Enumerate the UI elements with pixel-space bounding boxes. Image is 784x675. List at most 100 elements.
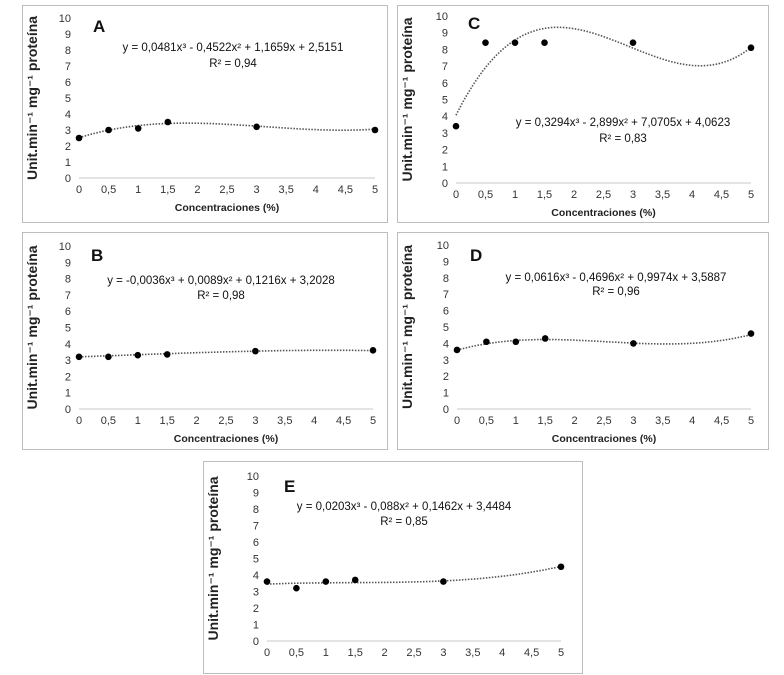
y-tick-label: 2 [65, 141, 71, 153]
y-tick-label: 4 [443, 338, 449, 350]
trend-equation: y = 0,3294x³ - 2,899x² + 7,0705x + 4,062… [516, 117, 731, 129]
data-point [747, 330, 755, 337]
x-tick-label: 1,5 [538, 415, 553, 427]
x-tick-label: 3 [254, 184, 260, 196]
x-tick-label: 4 [313, 184, 319, 196]
y-tick-label: 1 [443, 388, 449, 400]
data-point [293, 584, 300, 592]
chart-b: 0 1 2 3 4 5 6 7 8 9 10 0 0,5 1 1,5 2 2,5 3 3,5 4 4,5 5 Unit.mi… [24, 241, 377, 445]
data-point [453, 346, 461, 354]
data-point [351, 576, 359, 584]
data-point [371, 126, 379, 134]
x-tick-label: 1 [512, 189, 518, 201]
x-tick-label: 2 [572, 415, 578, 427]
x-tick-label: 2,5 [219, 184, 234, 196]
chart-e: 0 1 2 3 4 5 6 7 8 9 10 0 0,5 1 1,5 2 2,5 3 3,5 4 4,5 5 Unit.mi… [205, 471, 565, 659]
data-point [483, 338, 490, 346]
x-tick-label: 1,5 [160, 184, 175, 196]
trendline [455, 26, 752, 116]
y-tick-label: 7 [253, 521, 259, 533]
x-tick-label: 4,5 [524, 647, 539, 659]
data-point [629, 39, 637, 47]
x-tick-label: 4,5 [714, 189, 729, 201]
y-tick-label: 8 [443, 273, 449, 285]
y-tick-label: 10 [436, 11, 448, 23]
x-axis-label: Concentraciones (%) [551, 207, 655, 219]
y-tick-label: 9 [442, 28, 448, 40]
y-tick-label: 6 [65, 77, 71, 89]
panel-d: 0 1 2 3 4 5 6 7 8 9 10 0 0,5 1 1,5 2 2,5 3 3,5 4 4,5 5 Unit.mi… [397, 232, 769, 450]
data-point [134, 125, 142, 132]
r-squared: R² = 0,98 [197, 290, 245, 302]
x-tick-label: 1 [135, 415, 141, 427]
x-tick-label: 3,5 [655, 189, 670, 201]
r-squared: R² = 0,94 [209, 58, 257, 70]
x-tick-label: 3,5 [465, 647, 480, 659]
x-tick-label: 5 [748, 415, 754, 427]
x-tick-label: 0 [453, 189, 459, 201]
y-tick-label: 0 [65, 173, 71, 185]
trendline [266, 565, 562, 585]
r-squared: R² = 0,96 [592, 286, 640, 298]
y-axis-label: Unit.min⁻¹ mg⁻¹ proteína [24, 245, 40, 409]
panel-c: 0 1 2 3 4 5 6 7 8 9 10 0 0,5 1 1,5 2 2,5 3 3,5 4 4,5 5 Unit.mi… [397, 5, 769, 223]
y-tick-label: 8 [253, 504, 259, 516]
y-tick-label: 8 [65, 45, 71, 57]
x-tick-label: 2,5 [596, 415, 611, 427]
y-tick-label: 8 [65, 274, 71, 286]
data-point [482, 39, 489, 47]
x-tick-label: 4,5 [338, 184, 353, 196]
panel-e: 0 1 2 3 4 5 6 7 8 9 10 0 0,5 1 1,5 2 2,5 3 3,5 4 4,5 5 Unit.mi… [203, 461, 583, 674]
y-tick-label: 8 [442, 44, 448, 56]
y-tick-label: 5 [443, 322, 449, 334]
x-tick-label: 2 [194, 184, 200, 196]
y-tick-label: 5 [253, 554, 259, 566]
data-point [630, 340, 637, 347]
data-point [452, 122, 460, 130]
chart-c: 0 1 2 3 4 5 6 7 8 9 10 0 0,5 1 1,5 2 2,5 3 3,5 4 4,5 5 Unit.mi… [399, 11, 755, 219]
y-tick-label: 1 [65, 157, 71, 169]
x-tick-label: 1 [513, 415, 519, 427]
y-tick-label: 9 [253, 488, 259, 500]
x-tick-label: 1 [323, 647, 329, 659]
y-tick-label: 5 [442, 95, 448, 107]
x-tick-label: 4 [499, 647, 505, 659]
x-tick-label: 5 [558, 647, 564, 659]
panel-letter: E [284, 477, 295, 496]
y-tick-label: 10 [437, 240, 449, 252]
y-tick-label: 4 [65, 339, 71, 351]
data-point [511, 39, 519, 47]
x-axis-label: Concentraciones (%) [175, 202, 279, 214]
data-point [440, 578, 447, 585]
y-tick-label: 2 [65, 371, 71, 383]
r-squared: R² = 0,85 [380, 516, 428, 528]
panel-letter: D [470, 246, 482, 265]
x-tick-label: 3,5 [279, 184, 294, 196]
y-tick-label: 9 [443, 256, 449, 268]
data-point [105, 126, 112, 134]
y-tick-label: 0 [442, 178, 448, 190]
x-tick-label: 0,5 [478, 189, 493, 201]
x-tick-label: 0,5 [101, 184, 116, 196]
trendline [456, 333, 752, 351]
y-tick-label: 6 [443, 306, 449, 318]
data-point [541, 39, 548, 47]
trend-equation: y = 0,0616x³ - 0,4696x² + 0,9974x + 3,58… [506, 272, 727, 284]
y-axis-label: Unit.min⁻¹ mg⁻¹ proteína [205, 476, 221, 640]
x-tick-label: 2,5 [218, 415, 233, 427]
data-point [105, 353, 112, 361]
y-tick-label: 9 [65, 257, 71, 269]
data-point [134, 351, 142, 359]
x-tick-label: 2 [571, 189, 577, 201]
x-tick-label: 4 [311, 415, 317, 427]
y-tick-label: 1 [442, 161, 448, 173]
y-tick-label: 2 [253, 603, 259, 615]
x-tick-label: 0 [76, 415, 82, 427]
x-tick-label: 3 [252, 415, 258, 427]
x-tick-label: 2 [194, 415, 200, 427]
y-tick-label: 6 [253, 537, 259, 549]
x-tick-label: 1,5 [537, 189, 552, 201]
panel-a: 0 1 2 3 4 5 6 7 8 9 10 0 0,5 1 1,5 2 2,5 3 3,5 4 4,5 5 Unit.mi… [22, 5, 388, 223]
panel-letter: C [468, 14, 480, 33]
y-tick-label: 3 [65, 125, 71, 137]
